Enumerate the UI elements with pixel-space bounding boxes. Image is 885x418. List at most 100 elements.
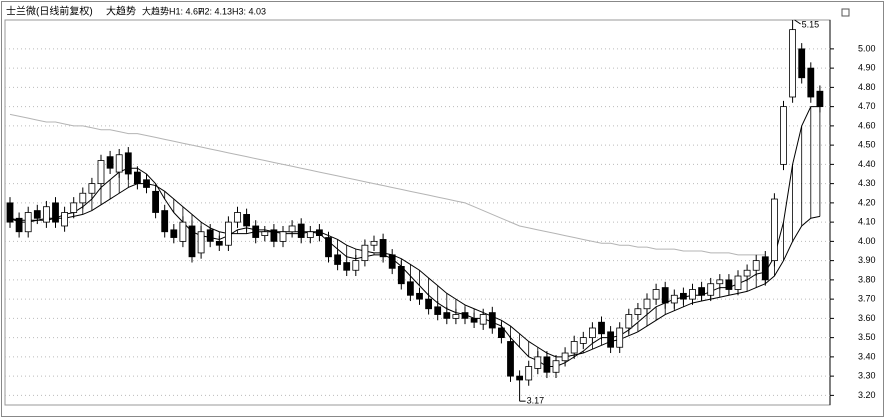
candle-body xyxy=(752,260,760,271)
candle-body xyxy=(616,327,624,348)
indicator-label: 大趋势H1: 4.67 xyxy=(142,5,203,16)
candle-body xyxy=(689,289,696,300)
candle-body xyxy=(607,331,614,348)
candle-body xyxy=(297,223,305,238)
candle-body xyxy=(370,240,378,246)
candle-body xyxy=(789,29,796,98)
chart-title: 士兰微(日线前复权) xyxy=(6,5,93,18)
candle-body xyxy=(97,160,105,185)
candle-body xyxy=(470,317,478,323)
candle-body xyxy=(497,327,505,339)
candle-body xyxy=(434,306,442,315)
candle-body xyxy=(6,202,14,223)
candle-body xyxy=(315,229,323,236)
candle-body xyxy=(261,231,269,236)
candle-body xyxy=(406,281,414,296)
candle-body xyxy=(488,312,496,329)
candle-body xyxy=(443,312,451,319)
candle-body xyxy=(252,225,260,238)
candle-body xyxy=(552,360,560,373)
candle-body xyxy=(152,190,160,213)
candle-body xyxy=(279,231,287,242)
candle-body xyxy=(197,231,205,254)
candle-body xyxy=(716,279,724,285)
candle-body xyxy=(270,229,278,242)
candle-body xyxy=(807,67,815,98)
y-tick-label: 3.40 xyxy=(858,351,876,361)
candle-body xyxy=(516,375,523,381)
y-tick-label: 4.70 xyxy=(858,101,876,111)
candle-body xyxy=(106,156,114,169)
y-tick-label: 4.10 xyxy=(858,217,876,227)
candle-body xyxy=(698,287,705,296)
y-tick-label: 3.50 xyxy=(858,332,876,342)
candle-body xyxy=(652,289,660,300)
candle-body xyxy=(343,262,351,271)
candle-body xyxy=(561,352,569,362)
y-tick-label: 3.20 xyxy=(858,390,876,400)
candle-body xyxy=(161,210,169,233)
candle-body xyxy=(761,256,769,281)
candle-body xyxy=(589,327,596,339)
candle-body xyxy=(179,221,187,242)
candle-body xyxy=(707,283,715,296)
candle-body xyxy=(598,321,605,335)
candle-body xyxy=(234,212,241,223)
candle-body xyxy=(771,198,778,262)
candle-body xyxy=(243,214,251,227)
candle-body xyxy=(798,48,806,79)
annotation-label: 5.15 xyxy=(802,19,820,29)
candle-body xyxy=(425,298,433,310)
candle-body xyxy=(670,294,678,304)
candle-body xyxy=(43,206,50,223)
y-tick-label: 3.90 xyxy=(858,255,876,265)
annotation-arrow xyxy=(794,19,801,25)
y-tick-label: 4.40 xyxy=(858,159,876,169)
candle-body xyxy=(115,154,123,173)
indicator-name: 大趋势 xyxy=(106,5,136,18)
candle-body xyxy=(352,260,360,271)
candle-body xyxy=(143,179,150,188)
candle-body xyxy=(124,152,132,175)
window-icon[interactable] xyxy=(841,8,850,17)
candle-body xyxy=(288,225,296,233)
candle-body xyxy=(334,254,342,265)
candle-body xyxy=(816,90,824,108)
y-tick-label: 3.60 xyxy=(858,313,876,323)
candle-body xyxy=(361,244,369,262)
candle-body xyxy=(325,237,332,258)
candle-body xyxy=(416,292,423,300)
candle-body xyxy=(734,275,742,290)
candle-body xyxy=(625,314,633,329)
y-tick-label: 4.30 xyxy=(858,178,876,188)
y-tick-label: 4.80 xyxy=(858,82,876,92)
candle-body xyxy=(680,292,687,300)
candle-body xyxy=(61,212,68,227)
y-tick-label: 3.70 xyxy=(858,294,876,304)
y-tick-label: 4.50 xyxy=(858,140,876,150)
candle-body xyxy=(206,229,214,242)
candle-body xyxy=(507,341,514,377)
long-trend-line xyxy=(9,113,766,256)
candle-body xyxy=(24,212,32,233)
y-tick-label: 4.60 xyxy=(858,120,876,130)
candle-body xyxy=(133,171,141,185)
candle-body xyxy=(634,308,642,315)
candle-body xyxy=(15,217,23,233)
indicator-label: H2: 4.13 xyxy=(198,6,232,16)
y-tick-label: 4.00 xyxy=(858,236,876,246)
candle-body xyxy=(170,229,178,238)
candle-body xyxy=(452,314,460,319)
candle-body xyxy=(33,210,41,219)
candle-body xyxy=(79,192,87,204)
candle-body xyxy=(70,202,78,213)
candle-body xyxy=(579,337,587,344)
y-tick-label: 5.00 xyxy=(858,43,876,53)
indicator-label: H3: 4.03 xyxy=(232,6,266,16)
annotation-label: 3.17 xyxy=(527,396,545,406)
candle-body xyxy=(52,202,59,223)
candle-body xyxy=(479,314,487,325)
candle-body xyxy=(661,287,669,304)
